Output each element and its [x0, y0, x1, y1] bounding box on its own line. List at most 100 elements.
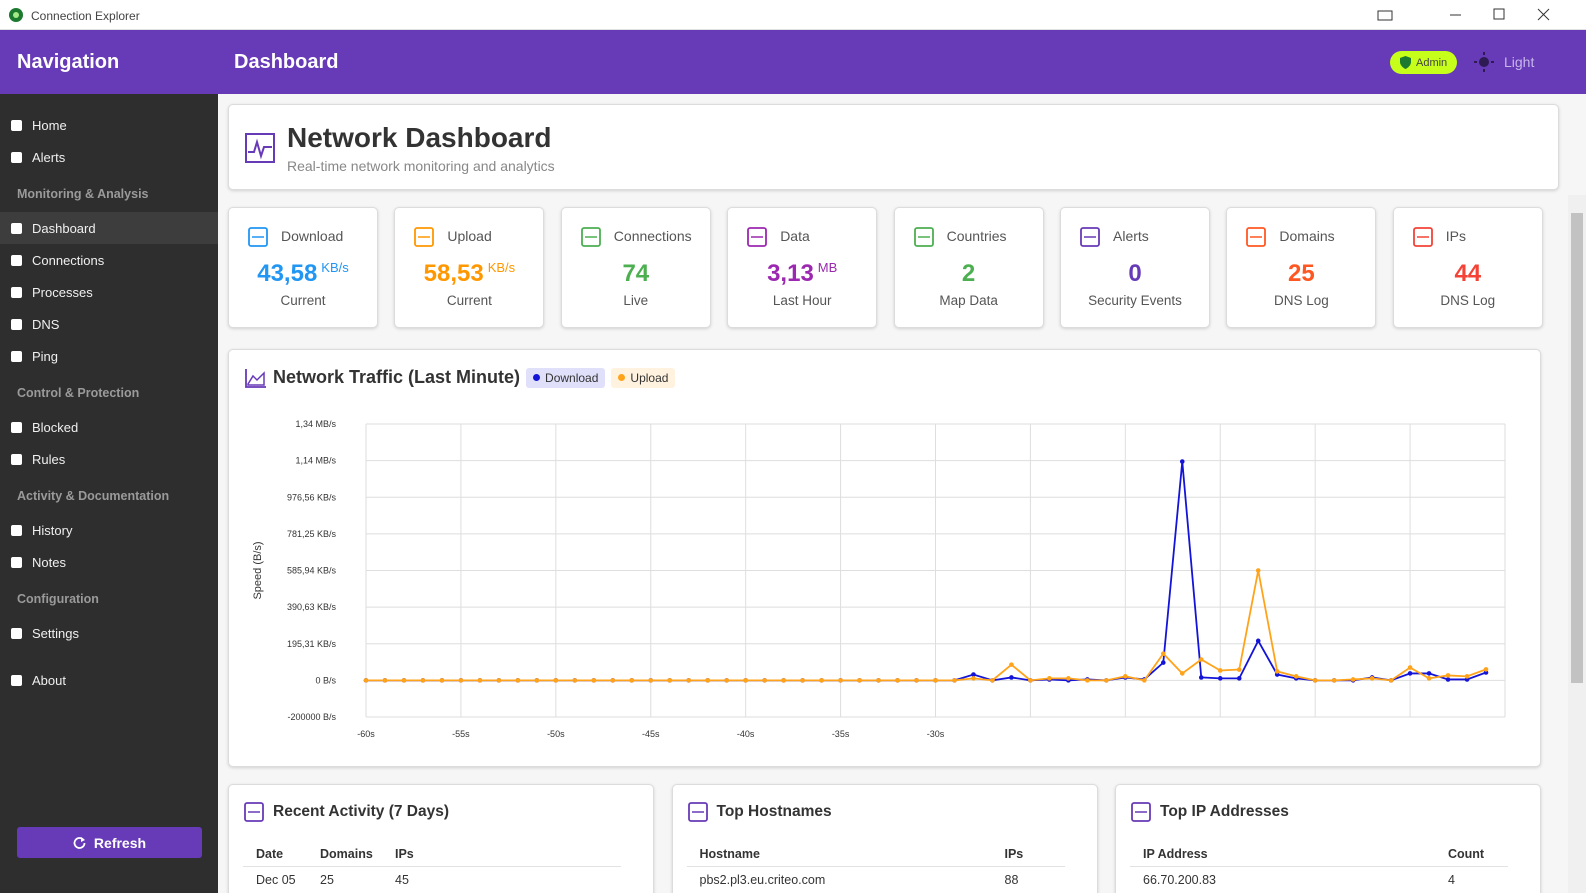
- data-point: [781, 678, 786, 683]
- stat-card[interactable]: Countries 2 Map Data: [893, 207, 1044, 328]
- table: Hostname IPs pbs2.pl3.eu.criteo.com 88: [686, 841, 1065, 893]
- nav-icon: [11, 453, 22, 465]
- icon-shape: [11, 421, 22, 433]
- icon-shape: [11, 674, 22, 686]
- nav-label: Home: [32, 117, 67, 133]
- nav-item[interactable]: Ping: [0, 340, 218, 372]
- sun-icon: [1474, 52, 1494, 72]
- data-point: [1161, 660, 1166, 665]
- data-point: [1217, 676, 1223, 681]
- table-title: Recent Activity (7 Days): [273, 803, 450, 820]
- data-point: [591, 678, 597, 683]
- nav-label: DNS: [32, 316, 60, 332]
- data-point: [1009, 662, 1014, 667]
- role-badge[interactable]: Admin: [1390, 51, 1457, 74]
- stat-number: 0: [1128, 260, 1142, 287]
- icon-shape: [580, 227, 601, 247]
- nav-item[interactable]: Blocked: [0, 411, 218, 443]
- stat-label: Domains: [1279, 228, 1335, 244]
- stat-card[interactable]: IPs 44 DNS Log: [1392, 207, 1543, 328]
- stat-number: 43,58: [257, 260, 318, 287]
- nav-label: Rules: [32, 451, 66, 467]
- data-point: [1217, 668, 1223, 673]
- icon-shape: [11, 524, 22, 536]
- nav-icon: [11, 286, 22, 298]
- data-point: [1331, 678, 1337, 683]
- scrollbar[interactable]: [1568, 195, 1586, 893]
- data-point: [1255, 568, 1261, 573]
- stat-number: 3,13: [767, 260, 814, 287]
- y-tick-label: 390,63 KB/s: [287, 602, 337, 612]
- stat-number: 58,53: [423, 260, 484, 287]
- nav-label: Blocked: [32, 419, 79, 435]
- stat-card[interactable]: Connections 74 Live: [560, 207, 711, 328]
- icon: [580, 227, 601, 247]
- data-point: [743, 678, 748, 683]
- nav-item[interactable]: Rules: [0, 443, 218, 475]
- refresh-button[interactable]: Refresh: [17, 827, 202, 858]
- stat-card[interactable]: Download 43,58 KB/s Current: [228, 207, 378, 328]
- icon-shape: [11, 222, 22, 234]
- nav-heading: Monitoring & Analysis: [17, 187, 149, 201]
- data-point: [990, 678, 995, 683]
- stat-value: 2: [895, 260, 1043, 288]
- data-point: [914, 678, 919, 683]
- nav-label: History: [32, 522, 73, 538]
- icon-shape: [244, 802, 264, 822]
- data-point: [819, 678, 824, 683]
- x-tick-label: -60s: [357, 729, 375, 739]
- data-point: [1142, 678, 1147, 683]
- intro-card: Network Dashboard Real-time network moni…: [228, 104, 1559, 190]
- nav-item[interactable]: Dashboard: [0, 212, 218, 244]
- main-header: Dashboard Admin Light: [218, 30, 1586, 94]
- nav-item[interactable]: Connections: [0, 244, 218, 276]
- nav-item[interactable]: Alerts: [0, 141, 218, 173]
- stat-label: Download: [281, 228, 344, 244]
- nav-item[interactable]: History: [0, 514, 218, 546]
- stat-number: 74: [622, 260, 650, 287]
- nav-icon: [11, 222, 22, 234]
- table-cell: 88: [1004, 873, 1019, 887]
- icon-shape: [913, 227, 934, 247]
- nav-item[interactable]: Home: [0, 109, 218, 141]
- stat-card[interactable]: Alerts 0 Security Events: [1060, 207, 1210, 328]
- legend-item[interactable]: Upload: [611, 367, 676, 388]
- stat-value: 0: [1061, 260, 1209, 288]
- nav-heading: Configuration: [17, 592, 99, 606]
- legend-item[interactable]: Download: [526, 367, 606, 388]
- data-point: [1369, 676, 1375, 681]
- stat-value: 58,53 KB/s: [395, 260, 543, 288]
- stat-value: 43,58 KB/s: [229, 260, 377, 288]
- nav-label: Ping: [32, 348, 59, 364]
- theme-toggle[interactable]: Light: [1474, 51, 1534, 73]
- scroll-thumb[interactable]: [1571, 213, 1583, 683]
- stat-card[interactable]: Data 3,13 MB Last Hour: [727, 207, 878, 328]
- column-header: Date: [256, 846, 284, 861]
- stat-card[interactable]: Domains 25 DNS Log: [1226, 207, 1377, 328]
- stat-card[interactable]: Upload 58,53 KB/s Current: [394, 207, 545, 328]
- window-controls[interactable]: [1370, 6, 1570, 24]
- table: Date Domains IPs Dec 05 25 45: [243, 841, 621, 893]
- stat-unit: KB/s: [321, 260, 349, 275]
- x-tick-label: -45s: [642, 729, 660, 739]
- stat-label: Connections: [613, 228, 692, 244]
- nav-icon: [11, 556, 22, 568]
- stat-label: IPs: [1445, 228, 1467, 244]
- y-axis-label: Speed (B/s): [252, 541, 264, 599]
- nav-icon: [11, 350, 22, 362]
- data-point: [1085, 678, 1090, 683]
- data-point: [724, 678, 729, 683]
- table-head-row: Date Domains IPs: [243, 841, 621, 867]
- nav-item[interactable]: Processes: [0, 276, 218, 308]
- data-point: [876, 678, 881, 683]
- nav-item[interactable]: About: [0, 664, 218, 696]
- data-point: [401, 678, 407, 683]
- nav-item[interactable]: DNS: [0, 308, 218, 340]
- stat-sub: Security Events: [1088, 293, 1182, 308]
- nav-item[interactable]: Settings: [0, 617, 218, 649]
- x-tick-label: -55s: [452, 729, 470, 739]
- nav-icon: [11, 318, 22, 330]
- legend-label: Upload: [630, 370, 669, 385]
- nav-item[interactable]: Notes: [0, 546, 218, 578]
- table-cell: 66.70.200.83: [1143, 873, 1216, 887]
